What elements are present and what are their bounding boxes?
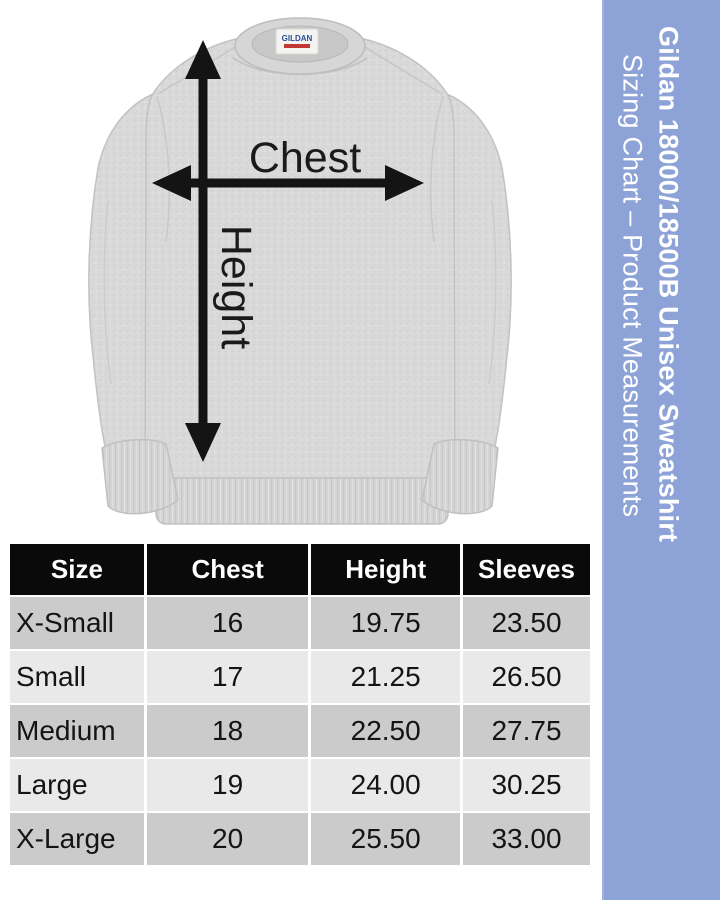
- table-cell-chest: 19: [146, 759, 309, 811]
- product-subtitle: Sizing Chart – Product Measurements: [617, 54, 648, 518]
- table-cell-height: 22.50: [311, 705, 460, 757]
- table-cell-size: X-Small: [10, 597, 144, 649]
- collar-inner-edge: [251, 25, 349, 63]
- title-sidebar: Gildan 18000/18500B Unisex Sweatshirt Si…: [602, 0, 720, 900]
- table-cell-chest: 16: [146, 597, 309, 649]
- table-cell-sleeves: 33.00: [463, 813, 590, 865]
- sidebar-text-block: Gildan 18000/18500B Unisex Sweatshirt Si…: [604, 0, 701, 900]
- table-cell-size: Large: [10, 759, 144, 811]
- tag-red-bar: [284, 44, 310, 48]
- tag-brand-text: GILDAN: [282, 34, 313, 43]
- table-cell-sleeves: 27.75: [463, 705, 590, 757]
- height-label: Height: [212, 225, 260, 349]
- chest-label: Chest: [249, 134, 361, 182]
- table-cell-height: 25.50: [311, 813, 460, 865]
- right-armhole-seam: [430, 95, 444, 243]
- left-cuff: [101, 438, 179, 515]
- table-cell-chest: 18: [146, 705, 309, 757]
- waistband: [155, 477, 449, 525]
- table-cell-sleeves: 26.50: [463, 651, 590, 703]
- right-shoulder-seam: [362, 45, 443, 95]
- table-cell-chest: 20: [146, 813, 309, 865]
- right-cuff: [421, 438, 499, 515]
- sweatshirt-body: [144, 28, 456, 483]
- product-title: Gildan 18000/18500B Unisex Sweatshirt: [653, 26, 684, 543]
- table-cell-height: 19.75: [311, 597, 460, 649]
- table-cell-sleeves: 23.50: [463, 597, 590, 649]
- sweatshirt-diagram: GILDAN Chest Height: [88, 17, 512, 525]
- column-header-height: Height: [311, 544, 460, 595]
- size-table: Size Chest Height Sleeves X-Small 16 19.…: [10, 544, 590, 865]
- column-header-size: Size: [10, 544, 144, 595]
- height-arrow: [185, 40, 221, 462]
- table-cell-size: Medium: [10, 705, 144, 757]
- table-cell-size: X-Large: [10, 813, 144, 865]
- table-cell-height: 21.25: [311, 651, 460, 703]
- table-cell-height: 24.00: [311, 759, 460, 811]
- neck-tag: GILDAN: [275, 28, 319, 55]
- table-cell-sleeves: 30.25: [463, 759, 590, 811]
- table-cell-size: Small: [10, 651, 144, 703]
- column-header-chest: Chest: [146, 544, 309, 595]
- under-collar-seam: [232, 57, 368, 76]
- column-header-sleeves: Sleeves: [463, 544, 590, 595]
- table-cell-chest: 17: [146, 651, 309, 703]
- chest-arrow: [152, 165, 424, 201]
- left-armhole-seam: [156, 95, 170, 243]
